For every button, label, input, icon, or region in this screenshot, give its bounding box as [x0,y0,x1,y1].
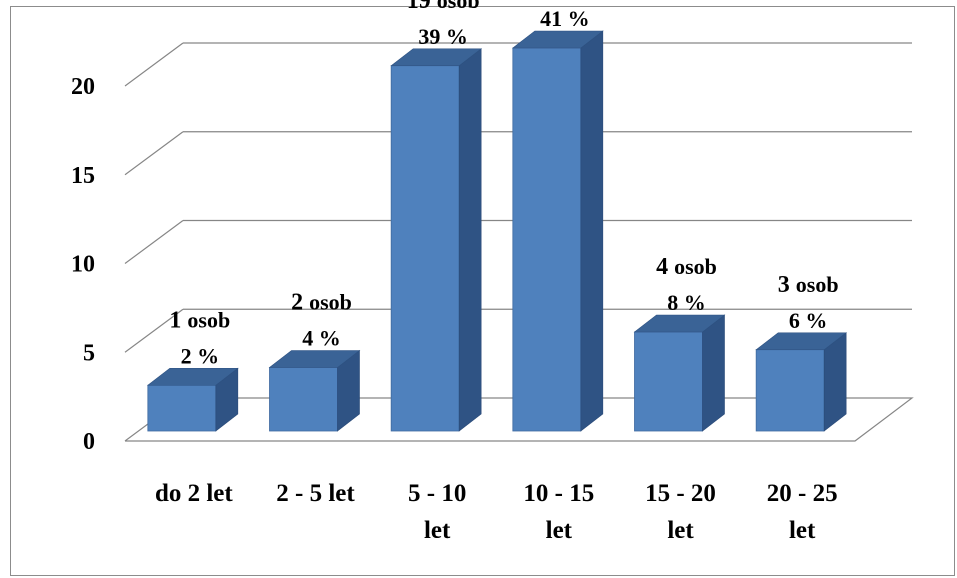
bars [146,30,848,432]
count-unit: osob [187,307,230,332]
bar-front [269,367,338,432]
bar-side [702,314,725,432]
count-unit: osob [437,0,480,13]
x-category-label: do 2 let [155,480,233,507]
bar-front [512,47,582,432]
bar [268,349,361,432]
bar-top [755,332,848,351]
bar-top [633,314,726,333]
bar-top [511,30,604,49]
gridline-side [124,131,184,176]
count-unit: osob [309,290,352,315]
data-label-percent: 6 % [789,308,828,333]
data-label-percent: 41 % [540,6,590,31]
data-label-percent: 2 % [181,343,220,368]
count-unit: osob [674,254,717,279]
data-label-percent: 4 % [302,326,341,351]
count-number: 3 [778,272,796,298]
y-tick-label: 10 [71,252,95,278]
x-category-label: let [667,517,694,544]
count-number: 4 [656,254,674,280]
x-category-label: let [424,517,451,544]
gridline-side [124,220,184,264]
x-category-label: 15 - 20 [645,480,716,507]
count-number: 2 [291,290,309,316]
bar-front [755,349,825,432]
data-label-percent: 39 % [418,24,468,49]
bar [633,314,726,432]
y-tick-label: 15 [71,163,95,189]
gridline-side [124,308,184,353]
bar-side [580,30,604,432]
data-label-count: 3 osob [778,272,839,298]
bar-front [390,65,460,432]
count-unit: osob [796,272,839,297]
bar [390,48,483,432]
y-tick-label: 20 [71,74,95,100]
bar [146,367,239,432]
count-number: 1 [169,307,187,333]
y-axis: 0 5 10 15 20 [71,74,95,455]
data-label-count: 4 osob [656,254,717,280]
x-category-label: let [789,517,816,544]
data-label-count: 1 osob [169,307,230,333]
data-label-percent: 8 % [667,290,706,315]
data-label-count: 19 osob [407,0,480,14]
bar-front [634,331,703,432]
bar-top [268,350,361,368]
count-number: 19 [407,0,437,14]
bar-front [147,384,217,432]
bar-side [458,48,482,432]
x-category-label: let [546,517,573,544]
bar [511,30,604,432]
chart-frame [10,6,955,576]
data-label-count: 2 osob [291,290,352,316]
y-tick-label: 0 [83,429,95,455]
x-category-label: 10 - 15 [523,480,594,507]
bar-top [390,48,483,67]
bar-top [146,367,239,386]
x-category-label: 2 - 5 let [276,480,355,507]
bar [755,332,848,432]
x-category-label: 5 - 10 [408,480,466,507]
gridline-side [124,42,184,87]
x-axis: do 2 let 2 - 5 let 5 - 10 let 10 - 15 let 15 -… [155,480,838,544]
x-category-label: 20 - 25 [767,480,838,507]
y-tick-label: 5 [83,340,95,366]
